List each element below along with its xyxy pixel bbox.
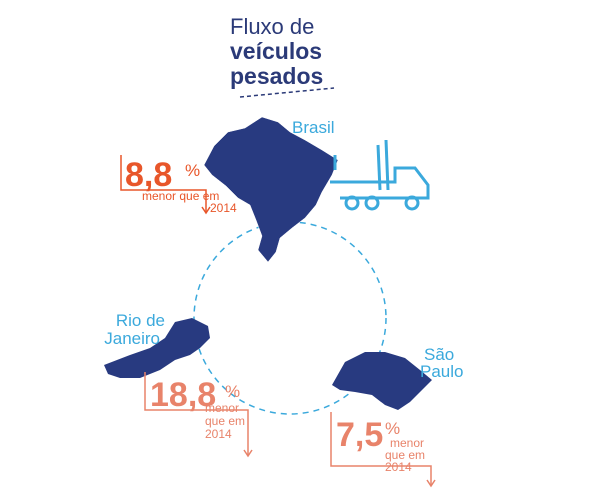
stat-note: que em — [205, 414, 245, 428]
title-underline — [239, 87, 335, 98]
stat-bracket — [330, 412, 436, 488]
region-name: Rio de — [116, 311, 165, 330]
stat-note: 2014 — [205, 427, 232, 441]
title-line: veículos — [230, 38, 322, 64]
stat-note: menor que em — [142, 189, 219, 203]
region-name: Paulo — [420, 362, 463, 381]
stat-bracket — [144, 372, 253, 458]
stat-note: 2014 — [210, 201, 237, 215]
stat-note: 2014 — [385, 460, 412, 474]
truck-icon — [330, 139, 430, 211]
stat-note: menor — [205, 401, 239, 415]
region-name: Brasil — [292, 118, 335, 137]
region-name: São — [424, 345, 454, 364]
stat-value: 18,8 — [150, 376, 216, 414]
sp-map — [332, 352, 432, 410]
stat-unit: % — [185, 161, 200, 180]
stat-bracket — [120, 155, 211, 215]
stat-note: menor — [390, 436, 424, 450]
region-name: Janeiro — [104, 329, 160, 348]
title-line: pesados — [230, 63, 323, 89]
stat-unit: % — [385, 419, 400, 438]
stat-value: 8,8 — [125, 156, 172, 194]
stat-note: que em — [385, 448, 425, 462]
rj-map — [104, 318, 210, 378]
stat-value: 7,5 — [336, 416, 383, 454]
brazil-map — [203, 116, 339, 263]
title-line: Fluxo de — [230, 14, 314, 39]
stat-unit: % — [225, 382, 240, 401]
